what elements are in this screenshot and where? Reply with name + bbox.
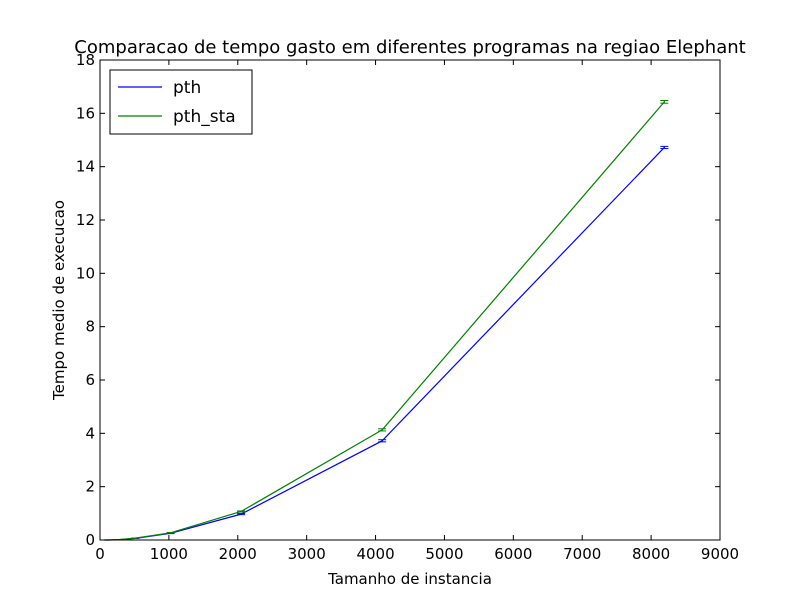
x-tick-label: 9000 bbox=[701, 545, 739, 563]
error-bar-pth bbox=[237, 513, 246, 516]
x-axis-label: Tamanho de instancia bbox=[327, 570, 492, 588]
error-bar-pth-sta bbox=[660, 100, 669, 104]
legend: pth pth_sta bbox=[109, 69, 253, 135]
error-bar-pth-sta bbox=[166, 532, 175, 534]
y-tick-label: 2 bbox=[85, 478, 95, 496]
series-line-pth-sta bbox=[104, 101, 665, 541]
plot-frame bbox=[99, 59, 721, 541]
error-bar-pth bbox=[660, 145, 669, 150]
legend-box bbox=[109, 69, 253, 135]
x-tick-label: 1000 bbox=[150, 545, 188, 563]
y-tick-label: 18 bbox=[76, 51, 95, 69]
y-tick-label: 0 bbox=[85, 531, 95, 549]
error-bar-pth-sta bbox=[378, 428, 387, 432]
x-tick-label: 0 bbox=[95, 545, 105, 563]
series-layer bbox=[100, 100, 669, 541]
y-tick-label: 16 bbox=[76, 104, 95, 122]
legend-label-pth-sta: pth_sta bbox=[173, 107, 236, 127]
legend-label-pth: pth bbox=[173, 78, 201, 98]
x-tick-label: 2000 bbox=[219, 545, 257, 563]
y-tick-label: 8 bbox=[85, 318, 95, 336]
chart-title: Comparacao de tempo gasto em diferentes … bbox=[74, 37, 745, 58]
series-line-pth bbox=[104, 147, 665, 541]
x-tick-label: 3000 bbox=[288, 545, 326, 563]
y-tick-label: 12 bbox=[76, 211, 95, 229]
y-axis-label: Tempo medio de execucao bbox=[50, 200, 68, 401]
x-tick-label: 5000 bbox=[425, 545, 463, 563]
error-bar-pth bbox=[378, 439, 387, 443]
y-tick-label: 4 bbox=[85, 424, 95, 442]
y-tick-label: 6 bbox=[85, 371, 95, 389]
x-tick-label: 8000 bbox=[632, 545, 670, 563]
x-tick-label: 6000 bbox=[494, 545, 532, 563]
error-bar-pth-sta bbox=[237, 510, 246, 513]
y-tick-label: 10 bbox=[76, 264, 95, 282]
x-tick-label: 7000 bbox=[563, 545, 601, 563]
x-tick-label: 4000 bbox=[356, 545, 394, 563]
axis-ticks: 0 1000 2000 3000 4000 5000 6000 7000 8000 9000 0 2 4… bbox=[76, 51, 739, 563]
y-tick-label: 14 bbox=[76, 158, 95, 176]
